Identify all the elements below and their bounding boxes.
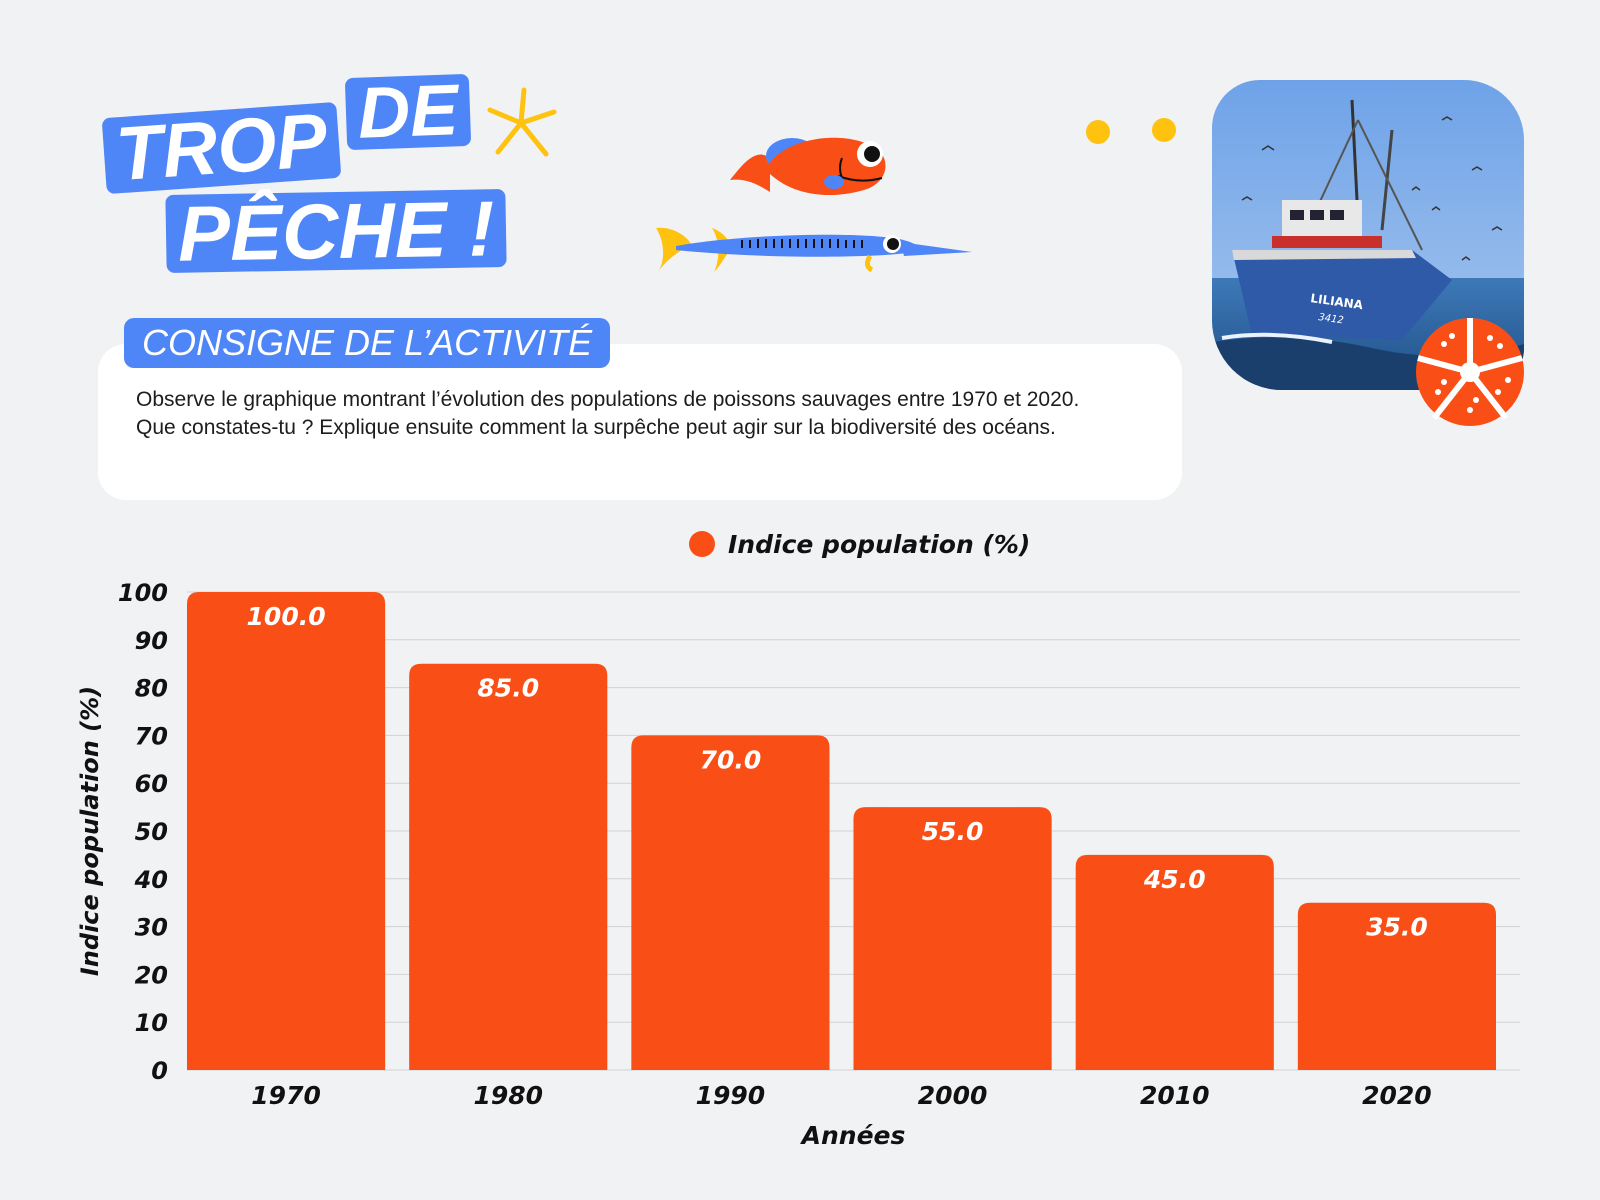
x-tick-label: 2000 [918,1081,988,1110]
x-tick-label: 2010 [1140,1081,1210,1110]
red-fish-icon [730,137,886,196]
instructions-card: Observe le graphique montrant l’évolutio… [98,344,1182,500]
x-tick-label: 1990 [696,1081,766,1110]
bar [1075,854,1274,1070]
y-tick-label: 50 [135,818,168,846]
title-word-peche: PÊCHE ! [165,184,508,278]
y-tick-label: 80 [135,675,168,703]
title-word-de: DE [344,70,472,154]
x-tick-label: 1970 [251,1081,321,1110]
legend-marker [689,531,715,557]
data-label: 70.0 [700,745,762,774]
data-label: 85.0 [477,674,539,703]
y-tick-label: 10 [135,1009,168,1037]
data-label: 45.0 [1143,865,1206,894]
y-tick-label: 70 [135,722,168,750]
x-axis-title: Années [800,1121,906,1150]
y-tick-label: 100 [118,579,168,607]
bar [187,592,386,1070]
bar [1297,902,1496,1070]
y-tick-label: 30 [135,914,168,942]
instructions-heading: CONSIGNE DE L’ACTIVITÉ [124,318,611,368]
title-word-trop: TROP [101,98,342,197]
x-tick-label: 1980 [473,1081,543,1110]
y-tick-label: 0 [151,1057,168,1085]
y-tick-label: 20 [135,961,168,989]
bar [409,663,608,1070]
sea-urchin-icon [1416,318,1524,426]
blue-fish-icon [656,227,972,273]
bar [631,735,830,1070]
y-tick-label: 90 [135,627,168,655]
y-tick-label: 40 [134,866,168,894]
title-block: TROP DE PÊCHE ! [96,70,516,282]
instructions-text: Observe le graphique montrant l’évolutio… [136,388,1080,439]
x-tick-label: 2020 [1362,1081,1432,1110]
y-tick-label: 60 [135,770,168,798]
data-label: 35.0 [1366,913,1428,942]
bar [853,807,1052,1070]
data-label: 100.0 [247,602,326,631]
bar-chart: 0 10 20 30 40 50 60 70 80 90 100 100.0 1970 85.0 1980 7… [76,530,1520,1150]
y-axis-title: Indice population (%) [76,686,104,976]
data-label: 55.0 [922,817,984,846]
legend-label: Indice population (%) [728,530,1030,559]
starfish-icon [487,87,557,157]
boat-number: 3412 [1318,312,1345,326]
